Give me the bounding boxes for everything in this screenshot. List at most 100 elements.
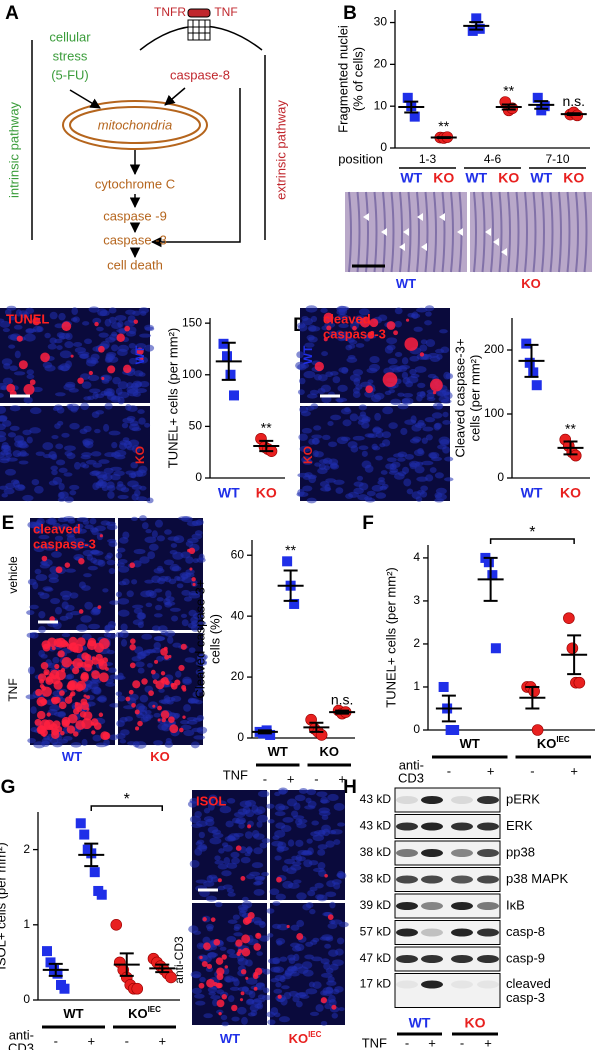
nucleus xyxy=(401,371,409,379)
nucleus xyxy=(287,882,300,889)
band xyxy=(477,796,499,804)
nucleus xyxy=(295,818,303,826)
nucleus xyxy=(404,453,414,460)
stain-spot xyxy=(98,638,110,650)
nucleus xyxy=(170,543,178,548)
stain-spot xyxy=(152,679,158,685)
band xyxy=(477,849,499,857)
nucleus xyxy=(180,724,192,731)
nucleus xyxy=(309,886,318,892)
nucleus xyxy=(328,994,336,1003)
treatment-title: TNF xyxy=(362,1035,387,1050)
data-point xyxy=(573,676,586,689)
nucleus xyxy=(128,343,137,349)
panel-label: E xyxy=(2,513,15,534)
cytochrome-label: cytochrome C xyxy=(95,176,175,191)
nucleus xyxy=(154,588,163,593)
micrograph xyxy=(266,787,347,902)
stain-spot xyxy=(256,933,260,937)
nucleus xyxy=(275,822,286,829)
mitochondria-inner xyxy=(69,106,201,144)
band xyxy=(421,822,443,831)
nucleus xyxy=(381,439,391,447)
nucleus xyxy=(364,390,375,398)
nucleus xyxy=(325,891,337,898)
nucleus xyxy=(348,491,359,498)
nucleus xyxy=(156,597,164,602)
nucleus xyxy=(415,307,428,313)
nucleus xyxy=(31,478,40,486)
nucleus xyxy=(312,981,322,989)
label-superscript: IEC xyxy=(308,1030,322,1039)
nucleus xyxy=(0,485,9,490)
stain-spot xyxy=(253,943,262,951)
nucleus xyxy=(115,591,122,598)
nucleus xyxy=(306,788,317,796)
nucleus xyxy=(89,679,102,684)
nucleus xyxy=(249,1004,259,1012)
nucleus xyxy=(304,342,315,348)
nucleus xyxy=(338,1007,345,1012)
nucleus xyxy=(299,405,309,414)
nucleus xyxy=(314,462,321,467)
nucleus xyxy=(183,596,193,602)
nucleus xyxy=(336,870,345,879)
stain-spot xyxy=(37,673,47,682)
nucleus xyxy=(338,305,350,311)
nucleus xyxy=(0,406,7,414)
nucleus xyxy=(126,382,134,389)
error-bar xyxy=(335,709,350,715)
nucleus xyxy=(331,1012,338,1019)
stain-spot xyxy=(74,701,79,706)
crypt xyxy=(390,191,395,273)
stain-spot xyxy=(64,562,71,568)
arrowhead xyxy=(493,238,499,246)
nucleus xyxy=(381,431,392,439)
nucleus xyxy=(0,450,9,456)
nucleus xyxy=(256,1002,264,1010)
nucleus xyxy=(138,705,148,713)
nucleus xyxy=(98,459,110,464)
stain-spot xyxy=(88,370,94,376)
nucleus xyxy=(309,908,316,915)
stain-spot xyxy=(326,325,332,331)
stain-spot xyxy=(432,390,437,395)
nucleus xyxy=(411,424,422,432)
nucleus xyxy=(97,308,108,317)
stain-spot xyxy=(253,986,258,991)
nucleus xyxy=(169,563,180,572)
stain-spot xyxy=(66,683,74,691)
stain-spot xyxy=(419,352,425,357)
panel-label: B xyxy=(343,3,357,24)
nucleus xyxy=(110,466,122,471)
stain-spot xyxy=(47,637,57,647)
data-point xyxy=(532,92,543,103)
nucleus xyxy=(60,590,72,598)
nucleus xyxy=(292,815,305,820)
band xyxy=(421,902,443,910)
extrinsic-label: extrinsic pathway xyxy=(273,100,288,200)
nucleus xyxy=(207,826,219,834)
y-tick-label: 40 xyxy=(231,608,245,622)
nucleus xyxy=(74,346,86,354)
stain-spot xyxy=(80,671,89,680)
nucleus xyxy=(81,381,92,389)
nucleus xyxy=(38,611,46,619)
nucleus xyxy=(209,837,222,845)
stain-spot xyxy=(192,582,196,587)
band xyxy=(396,849,418,857)
nucleus xyxy=(181,619,189,627)
band xyxy=(477,928,499,937)
band xyxy=(421,955,443,963)
band xyxy=(396,980,418,989)
nucleus xyxy=(429,452,438,459)
nucleus xyxy=(387,357,398,365)
nucleus xyxy=(251,862,264,869)
protein-label: ERK xyxy=(506,818,533,833)
arrowhead xyxy=(403,228,409,236)
nucleus xyxy=(29,604,39,610)
y-tick-label: 0 xyxy=(380,140,387,154)
nucleus xyxy=(222,844,233,852)
nucleus xyxy=(231,1016,240,1022)
error-bar xyxy=(309,721,324,733)
